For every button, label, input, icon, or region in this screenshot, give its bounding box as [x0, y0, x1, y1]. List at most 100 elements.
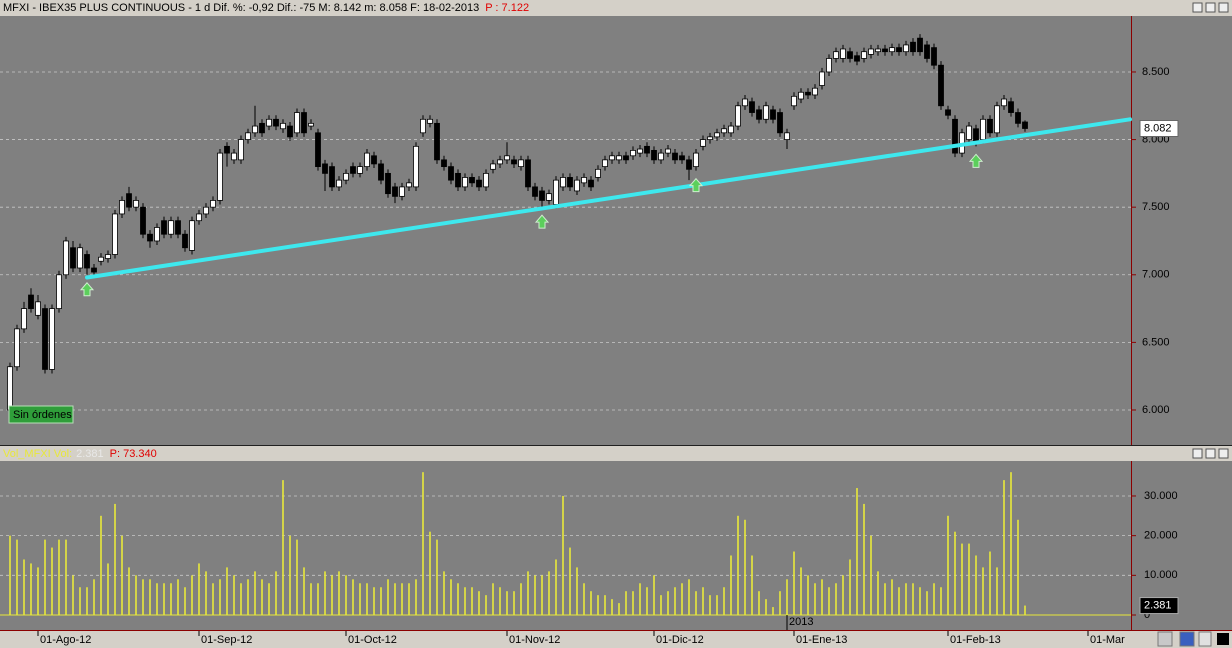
- candle-body: [994, 105, 1000, 134]
- volume-bar: [625, 591, 627, 615]
- volume-bar: [100, 515, 102, 615]
- minimize-button[interactable]: [1192, 2, 1203, 13]
- candle-body: [938, 64, 944, 107]
- buy-signal-arrow: [688, 177, 704, 193]
- maximize-button[interactable]: [1205, 448, 1216, 459]
- volume-bar: [408, 583, 410, 615]
- candle-body: [588, 179, 594, 188]
- volume-bar: [800, 567, 802, 615]
- candle-body: [238, 139, 244, 161]
- candle-body: [357, 166, 363, 174]
- volume-bar: [884, 583, 886, 615]
- volume-bar: [688, 579, 690, 615]
- candle-body: [399, 186, 405, 197]
- volume-bar: [639, 583, 641, 615]
- year-label: 2013: [789, 616, 813, 628]
- candle-body: [553, 179, 559, 205]
- volume-bar: [968, 543, 970, 615]
- candle-body: [826, 58, 832, 73]
- candle-body: [161, 220, 167, 235]
- color-button[interactable]: [1217, 633, 1229, 645]
- candle-body: [14, 328, 20, 368]
- candle-body: [686, 159, 692, 170]
- last-value-box: [1139, 597, 1179, 615]
- volume-bar: [198, 563, 200, 615]
- volume-bar: [128, 567, 130, 615]
- volume-bar: [464, 587, 466, 615]
- volume-bar: [65, 539, 67, 615]
- candle-body: [665, 148, 671, 154]
- volume-bar: [51, 547, 53, 615]
- volume-bar: [674, 587, 676, 615]
- candle-body: [294, 112, 300, 134]
- candle-body: [252, 125, 258, 134]
- candle-body: [126, 193, 132, 208]
- candle-body: [805, 91, 811, 96]
- volume-bar: [1003, 480, 1005, 615]
- volume-bar: [135, 575, 137, 615]
- volume-bar: [212, 583, 214, 615]
- price-title-price: P : 7.122: [485, 2, 529, 14]
- volume-bar: [30, 563, 32, 615]
- candle-body: [7, 366, 13, 411]
- candle-body: [525, 159, 531, 188]
- volume-bar: [380, 587, 382, 615]
- volume-bar: [730, 555, 732, 615]
- volume-bar: [646, 587, 648, 615]
- candle-body: [315, 132, 321, 168]
- close-button[interactable]: [1218, 2, 1229, 13]
- volume-bar: [296, 539, 298, 615]
- settings-button[interactable]: [1157, 631, 1173, 647]
- save-button[interactable]: [1179, 631, 1195, 647]
- status-text: Sin órdenes: [13, 409, 72, 421]
- candle-body: [385, 172, 391, 195]
- candle-body: [504, 155, 510, 161]
- candle-body: [658, 152, 664, 161]
- volume-bar: [562, 495, 564, 615]
- candle-body: [889, 47, 895, 53]
- candle-body: [91, 267, 97, 273]
- candle-body: [798, 91, 804, 100]
- volume-bar: [548, 571, 550, 615]
- candle-body: [154, 227, 160, 242]
- x-tick-label: 01-Feb-13: [950, 634, 1001, 646]
- minimize-button[interactable]: [1192, 448, 1203, 459]
- volume-bar: [849, 559, 851, 615]
- price-header-bar: [0, 0, 1232, 16]
- last-price-label: 8.082: [1144, 122, 1172, 134]
- y-tick-label: 20.000: [1144, 530, 1178, 542]
- volume-bar: [415, 579, 417, 615]
- volume-bar: [555, 559, 557, 615]
- y-tick-label: 8.500: [1142, 66, 1170, 78]
- y-tick-label: 30.000: [1144, 490, 1178, 502]
- candle-body: [770, 109, 776, 120]
- volume-bar: [219, 579, 221, 615]
- volume-bar: [807, 575, 809, 615]
- candle-body: [679, 155, 685, 161]
- close-button[interactable]: [1218, 448, 1229, 459]
- volume-bar: [191, 575, 193, 615]
- candle-body: [483, 172, 489, 188]
- candle-body: [371, 155, 377, 165]
- volume-bar: [856, 488, 858, 615]
- volume-bar: [499, 587, 501, 615]
- candle-body: [441, 159, 447, 168]
- volume-bar: [142, 579, 144, 615]
- candle-body: [210, 200, 216, 208]
- volume-bar: [716, 595, 718, 615]
- maximize-button[interactable]: [1205, 2, 1216, 13]
- candle-body: [602, 159, 608, 168]
- print-button[interactable]: [1198, 631, 1212, 647]
- candle-body: [280, 122, 286, 130]
- volume-bar: [660, 595, 662, 615]
- candle-body: [546, 193, 552, 201]
- candle-body: [336, 179, 342, 188]
- candle-body: [56, 274, 62, 309]
- volume-bar: [275, 571, 277, 615]
- volume-bar: [79, 587, 81, 615]
- volume-bar: [842, 575, 844, 615]
- volume-bar: [44, 539, 46, 615]
- volume-bar: [331, 575, 333, 615]
